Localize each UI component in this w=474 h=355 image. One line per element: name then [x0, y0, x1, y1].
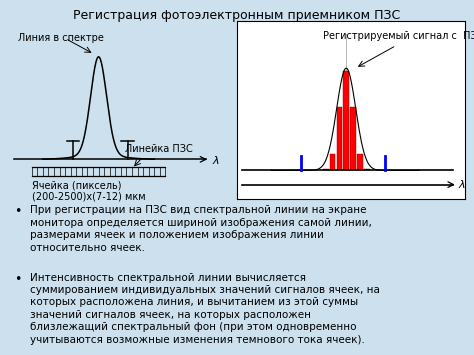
Text: Линейка ПЗС: Линейка ПЗС	[125, 144, 193, 154]
Text: •: •	[14, 206, 21, 218]
Text: Ячейка (пиксель)
(200-2500)х(7-12) мкм: Ячейка (пиксель) (200-2500)х(7-12) мкм	[32, 180, 146, 202]
Bar	[337, 107, 342, 170]
Bar	[357, 154, 363, 170]
Text: Регистрация фотоэлектронным приемником ПЗС: Регистрация фотоэлектронным приемником П…	[73, 9, 401, 22]
Bar	[350, 107, 356, 170]
Text: •: •	[14, 273, 21, 285]
Text: Интенсивность спектральной линии вычисляется
суммированием индивидуальных значен: Интенсивность спектральной линии вычисля…	[30, 273, 380, 345]
Bar	[364, 169, 370, 170]
Text: λ: λ	[212, 156, 219, 166]
Bar	[323, 169, 328, 170]
Bar	[330, 154, 336, 170]
Text: Линия в спектре: Линия в спектре	[18, 33, 104, 43]
Bar	[343, 71, 349, 170]
Text: Регистрируемый сигнал с  ПЗС: Регистрируемый сигнал с ПЗС	[323, 31, 474, 41]
Text: При регистрации на ПЗС вид спектральной линии на экране
монитора определяется ши: При регистрации на ПЗС вид спектральной …	[30, 206, 372, 253]
Text: λ: λ	[459, 180, 465, 190]
